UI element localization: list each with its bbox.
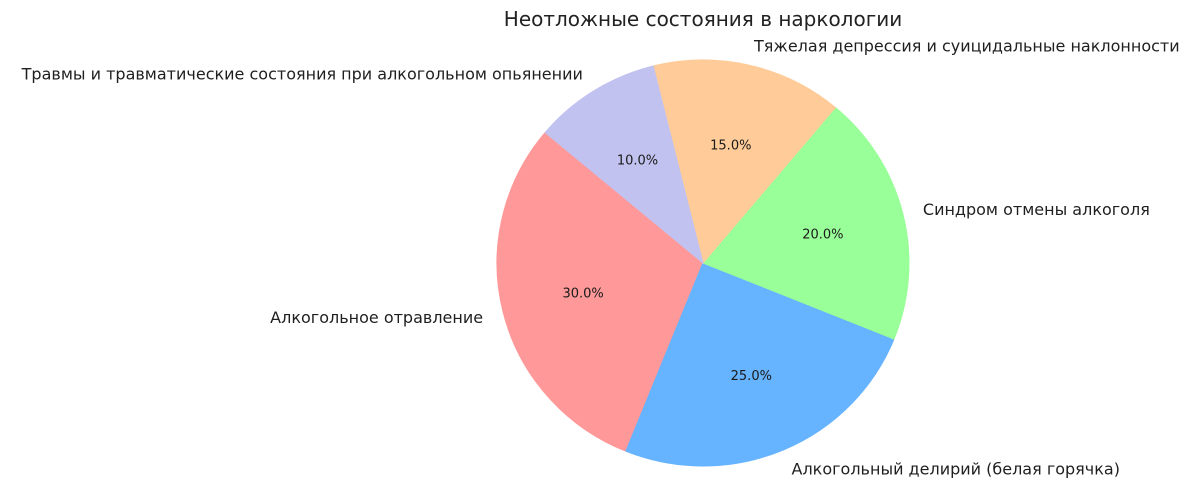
- pie-slice-1: [496, 131, 704, 452]
- slice-percent-label-1: 30.0%: [562, 287, 603, 302]
- slice-label-1: Алкогольное отравление: [270, 308, 483, 327]
- chart-title: Неотложные состояния в наркологии: [504, 7, 902, 31]
- slice-percent-label-5: 10.0%: [617, 154, 658, 169]
- slice-percent-label-4: 15.0%: [710, 138, 751, 153]
- slice-percent-label-2: 25.0%: [731, 369, 772, 384]
- slice-label-2: Алкогольный делирий (белая горячка): [792, 460, 1120, 479]
- pie-slice-2: [625, 262, 895, 467]
- slice-label-5: Травмы и травматические состояния при ал…: [21, 65, 583, 84]
- slice-percent-label-3: 20.0%: [802, 228, 843, 243]
- pie-slices: [496, 59, 910, 467]
- slice-labels: Алкогольное отравление Алкогольный делири…: [21, 36, 1180, 478]
- pie-slice-3: [702, 106, 910, 340]
- pie-slice-5: [544, 65, 704, 265]
- slice-label-3: Синдром отмены алкоголя: [923, 200, 1150, 219]
- slice-percent-labels: 30.0% 25.0% 20.0% 15.0% 10.0%: [562, 138, 843, 384]
- slice-label-4: Тяжелая депрессия и суицидальные наклонн…: [753, 36, 1180, 55]
- pie-slice-4: [652, 59, 837, 265]
